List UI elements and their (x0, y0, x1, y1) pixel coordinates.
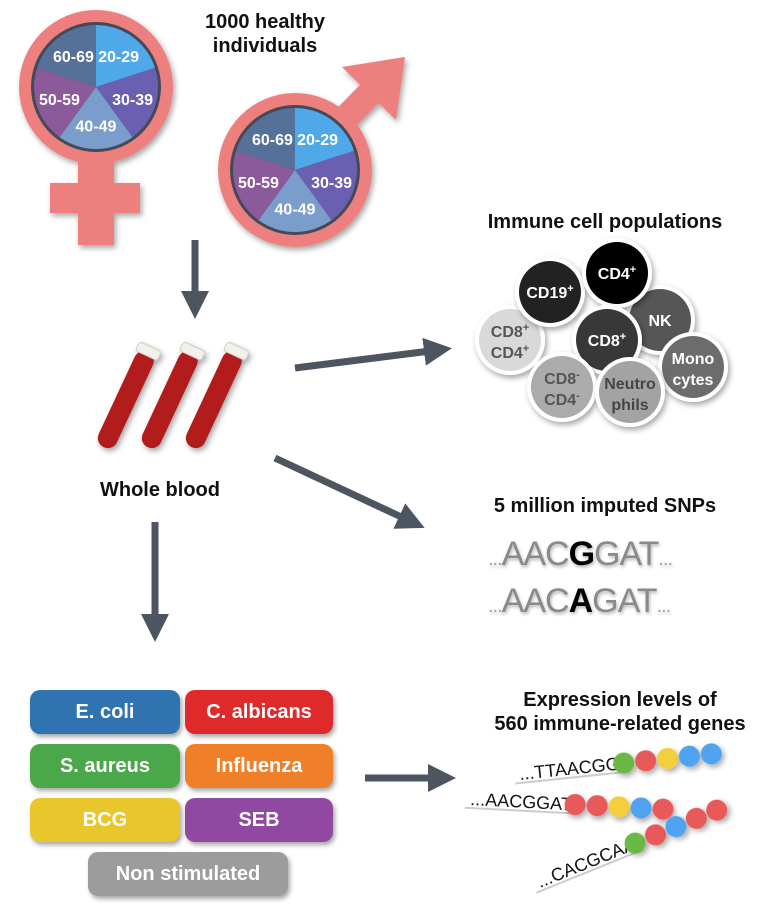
expression-dot (657, 747, 679, 769)
cohort-title: 1000 healthy individuals (180, 10, 350, 58)
pie-slice-20-29 (96, 25, 155, 87)
title-line-1: 1000 healthy (204, 11, 326, 33)
cell-label: Neutro (604, 376, 656, 393)
expression-title: Expression levels of 560 immune-related … (470, 688, 770, 736)
snp-seq-1: ...AACGGAT... (488, 533, 673, 580)
cell-label: CD8+ (491, 322, 529, 341)
stimulus-s-aureus: S. aureus (30, 744, 180, 788)
arrow-to-snps (273, 454, 425, 529)
expression-dot (685, 807, 707, 829)
gene-sequence: ...AACGGAT (470, 789, 573, 814)
expression-dot (678, 745, 700, 767)
gene-sequence: ...TTAACGG (518, 754, 620, 784)
snp-variant: G (568, 535, 595, 573)
whole-blood-label: Whole blood (100, 479, 220, 501)
seq-pre: AAC (501, 582, 570, 620)
title-line-2: individuals (212, 35, 318, 57)
seq-post: GAT (594, 535, 659, 573)
expression-dot (608, 796, 630, 818)
pie-label: 40-49 (76, 118, 117, 135)
pie-label: 40-49 (275, 201, 316, 218)
pie-slice-30-39 (96, 67, 158, 138)
stimulus-c-albicans: C. albicans (185, 690, 333, 734)
pie-slice-50-59 (233, 150, 295, 221)
expression-dot (665, 816, 687, 838)
cell-neutrophils: Neutro phils (595, 357, 665, 427)
snp-seq-2: ...AACAGAT... (488, 580, 672, 627)
cell-label: NK (648, 313, 672, 330)
pie-slice-20-29 (295, 108, 354, 170)
expression-dot (624, 832, 646, 854)
expression-dot (645, 824, 667, 846)
cell-label: phils (611, 397, 648, 414)
cell-label: cytes (673, 372, 714, 389)
pie-label: 50-59 (39, 92, 80, 109)
pie-slice-40-49 (59, 87, 133, 149)
pie-slice-60-69 (37, 25, 96, 87)
female-age-pie: 20-29 30-39 40-49 50-59 60-69 (31, 22, 161, 152)
cell-label: Mono (672, 351, 715, 368)
expression-dot (564, 794, 586, 816)
pie-slice-30-39 (295, 150, 357, 221)
stimulus-non-stimulated: Non stimulated (88, 852, 288, 896)
pie-label: 20-29 (297, 132, 338, 149)
ellipsis: ... (658, 548, 673, 570)
ellipsis: ... (656, 595, 672, 617)
expression-dot (613, 752, 635, 774)
snp-title: 5 million imputed SNPs (493, 495, 717, 517)
cell-label: CD8+ (588, 331, 626, 350)
expression-dot (586, 795, 608, 817)
expression-title-line-1: Expression levels of (523, 689, 717, 711)
seq-pre: AAC (501, 535, 570, 573)
pie-label: 50-59 (238, 175, 279, 192)
expression-dot (706, 799, 728, 821)
expression-row: ...AACGGAT (464, 789, 674, 820)
expression-title-line-2: 560 immune-related genes (494, 713, 746, 735)
pie-slice-50-59 (33, 67, 96, 138)
pie-label: 60-69 (53, 49, 94, 66)
cell-label: CD19+ (526, 283, 573, 302)
blood-tubes-icon (97, 341, 249, 449)
pie-slice-60-69 (236, 108, 295, 170)
stimulus-influenza: Influenza (185, 744, 333, 788)
cell-monocytes: Mono cytes (658, 332, 728, 402)
expression-dot (635, 750, 657, 772)
male-age-pie: 20-29 30-39 40-49 50-59 60-69 (230, 105, 360, 235)
stimulus-bcg: BCG (30, 798, 180, 842)
expression-dot (630, 797, 652, 819)
cell-label: CD4+ (491, 343, 529, 362)
pie-slice-40-49 (258, 170, 332, 233)
cell-label: CD4+ (598, 264, 636, 283)
pie-label: 60-69 (252, 132, 293, 149)
cell-label: CD8- (544, 369, 580, 388)
stimulus-e-coli: E. coli (30, 690, 180, 734)
cell-label: CD4- (544, 390, 580, 409)
expression-row: ...TTAACGG (515, 743, 722, 785)
cell-cd19: CD19+ (515, 257, 585, 327)
expression-dot (652, 798, 674, 820)
pie-label: 20-29 (98, 49, 139, 66)
pie-label: 30-39 (112, 92, 153, 109)
snp-variant: A (568, 582, 594, 620)
cell-cd8cd4: CD8+ CD4+ (475, 305, 545, 375)
cell-nk: NK (625, 285, 695, 355)
immune-cell-cluster: CD8+ CD4+ CD19+ NK CD4+ CD8+ CD8- CD4- Mono cytes… (475, 238, 728, 427)
seq-post: GAT (592, 582, 657, 620)
cell-cd8cd4: CD8- CD4- (527, 352, 597, 422)
expression-rows: ...TTAACGG ...AACGGAT ...CACGCAA (464, 743, 728, 894)
pie-label: 30-39 (311, 175, 352, 192)
ellipsis: ... (488, 548, 503, 570)
ellipsis: ... (488, 595, 503, 617)
arrow-to-cells (294, 337, 452, 372)
stimulus-seb: SEB (185, 798, 333, 842)
immune-title: Immune cell populations (487, 211, 723, 233)
gene-sequence: ...CACGCAA (534, 834, 638, 892)
expression-dot (700, 743, 722, 765)
cell-cd4: CD4+ (582, 238, 652, 308)
snp-sequences: ...AACGGAT... ...AACAGAT... (488, 533, 673, 627)
